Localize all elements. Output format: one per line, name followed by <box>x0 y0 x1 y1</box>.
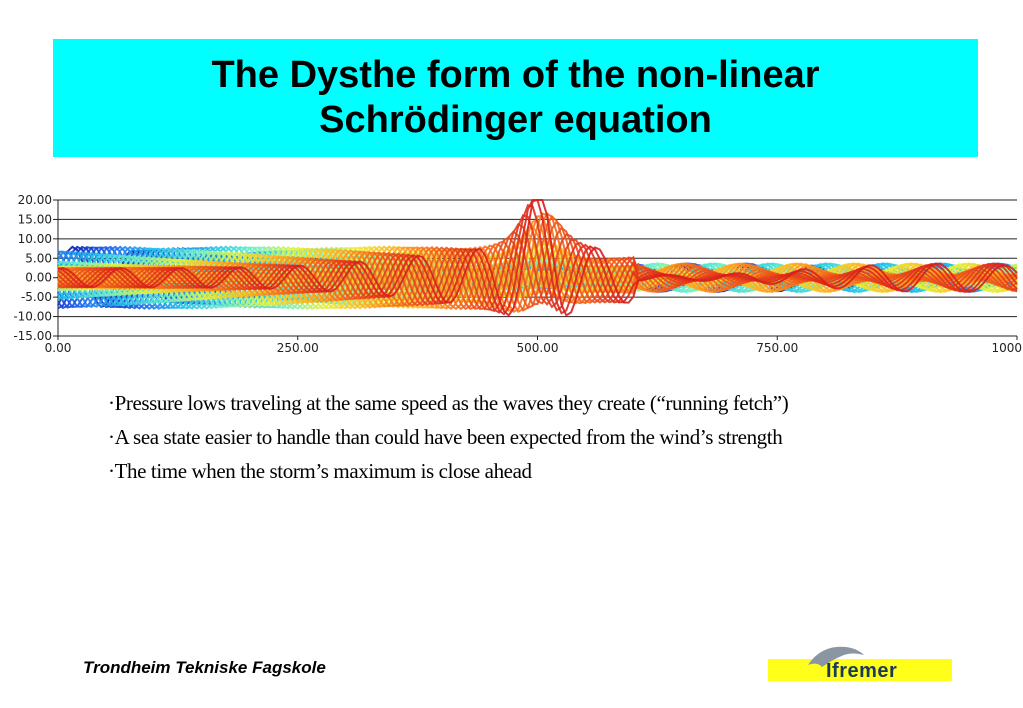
x-axis-ticks: 0.00 250.00 500.00 750.00 1000 <box>45 336 1022 355</box>
title-line-1: The Dysthe form of the non-linear <box>211 54 820 96</box>
title-line-2: Schrödinger equation <box>319 99 712 141</box>
title-banner: The Dysthe form of the non-linear Schröd… <box>53 39 978 157</box>
wave-series-line <box>57 211 1018 314</box>
x-tick-label: 0.00 <box>45 341 72 355</box>
y-tick-label: 0.00 <box>25 271 52 285</box>
wave-series-line <box>57 214 1018 312</box>
y-tick-label: -5.00 <box>21 290 52 304</box>
y-tick-label: 10.00 <box>18 232 52 246</box>
y-tick-label: -15.00 <box>13 329 52 343</box>
bullet-item: ·The time when the storm’s maximum is cl… <box>108 459 532 483</box>
wave-series-line <box>57 226 1018 310</box>
chart-series <box>57 199 1018 317</box>
wave-series-line <box>57 220 1018 311</box>
y-tick-label: 20.00 <box>18 193 52 207</box>
y-tick-label: -10.00 <box>13 310 52 324</box>
dolphin-icon <box>808 646 864 667</box>
y-tick-label: 15.00 <box>18 212 52 226</box>
slide-title: The Dysthe form of the non-linear Schröd… <box>211 53 819 143</box>
footer-organization: Trondheim Tekniske Fagskole <box>83 658 326 677</box>
bullet-item: ·A sea state easier to handle than could… <box>108 425 783 449</box>
bullet-list: ·Pressure lows traveling at the same spe… <box>108 386 988 488</box>
x-tick-label: 250.00 <box>277 341 319 355</box>
x-tick-label: 750.00 <box>756 341 798 355</box>
x-tick-label: 1000 <box>991 341 1022 355</box>
wave-series-line <box>57 199 1018 317</box>
logo-bar <box>768 659 952 681</box>
y-axis-ticks: 20.00 15.00 10.00 5.00 0.00 -5.00 -10.00 -15.00 <box>13 193 58 343</box>
logo-wordmark: Ifremer <box>826 660 898 682</box>
y-tick-label: 5.00 <box>25 251 52 265</box>
x-tick-label: 500.00 <box>517 341 559 355</box>
bullet-item: ·Pressure lows traveling at the same spe… <box>108 391 789 415</box>
ifremer-logo: Ifremer <box>768 643 952 685</box>
wave-chart: 20.00 15.00 10.00 5.00 0.00 -5.00 -10.00 -15.00… <box>13 193 1022 355</box>
